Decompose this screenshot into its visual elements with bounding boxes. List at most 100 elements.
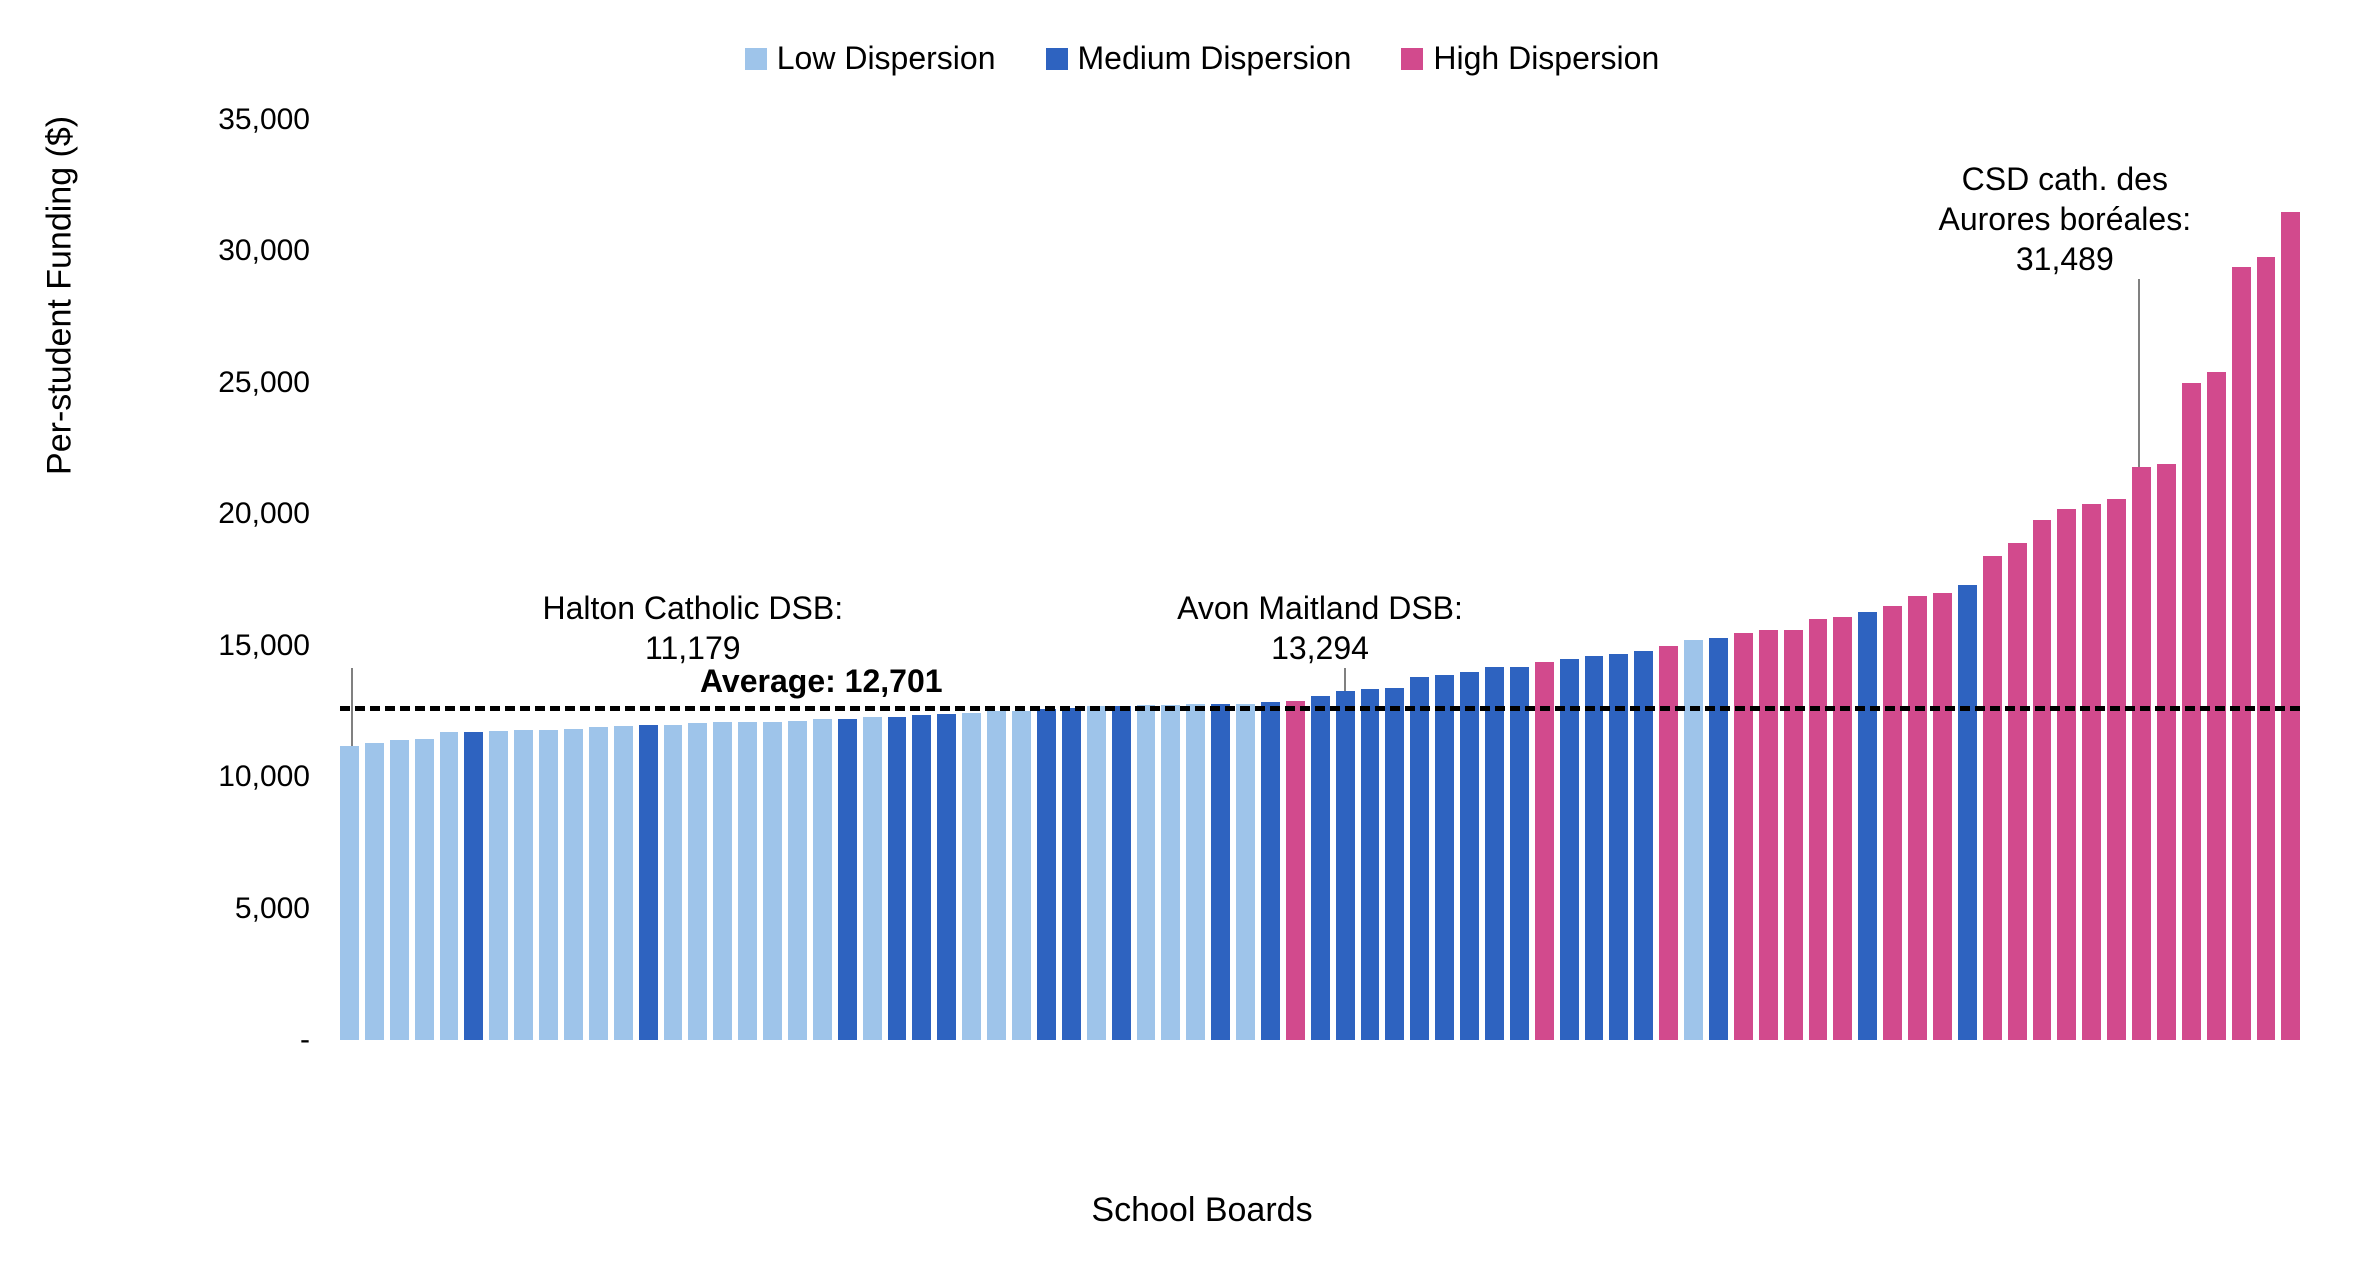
bar [1759, 630, 1778, 1040]
bar [564, 729, 583, 1040]
bar [1983, 556, 2002, 1040]
y-tick: 15,000 [190, 629, 310, 663]
legend-swatch-medium [1046, 48, 1068, 70]
annotation-halton: Halton Catholic DSB:11,179 [523, 588, 863, 668]
bar [1784, 630, 1803, 1040]
bar [1186, 704, 1205, 1040]
bar [738, 722, 757, 1040]
annotation-avon: Avon Maitland DSB:13,294 [1150, 588, 1490, 668]
bar [639, 725, 658, 1040]
bar [2107, 499, 2126, 1040]
bar [2257, 257, 2276, 1040]
legend: Low Dispersion Medium Dispersion High Di… [20, 20, 2364, 107]
bar [1510, 667, 1529, 1040]
bar [614, 726, 633, 1040]
bar [1037, 709, 1056, 1040]
bar [1361, 689, 1380, 1040]
bar [863, 717, 882, 1040]
bar [1161, 705, 1180, 1040]
bar [1410, 677, 1429, 1040]
bar [1883, 606, 1902, 1040]
bar [1659, 646, 1678, 1040]
bar [1933, 593, 1952, 1040]
y-axis: -5,00010,00015,00020,00025,00030,00035,0… [220, 120, 320, 1100]
legend-label-medium: Medium Dispersion [1078, 40, 1352, 77]
bar [2082, 504, 2101, 1040]
y-tick: 20,000 [190, 497, 310, 531]
bar [539, 730, 558, 1040]
bar [1609, 654, 1628, 1040]
y-tick: 35,000 [190, 103, 310, 137]
bar [1311, 696, 1330, 1040]
bar [1833, 617, 1852, 1040]
bar [1012, 711, 1031, 1040]
bar [2008, 543, 2027, 1040]
bar [1261, 702, 1280, 1040]
bar [1286, 701, 1305, 1040]
annotation-csd: CSD cath. desAurores boréales:31,489 [1895, 159, 2235, 279]
x-axis-label: School Boards [1091, 1191, 1312, 1230]
y-tick: 30,000 [190, 234, 310, 268]
bar [1908, 596, 1927, 1040]
bar [763, 722, 782, 1040]
bar [888, 717, 907, 1040]
bar [713, 722, 732, 1040]
bar [987, 711, 1006, 1040]
bar [1460, 672, 1479, 1040]
bar [1684, 640, 1703, 1040]
bar [1435, 675, 1454, 1040]
bar [1535, 662, 1554, 1041]
bar [340, 746, 359, 1040]
bar [1236, 704, 1255, 1040]
bar [688, 723, 707, 1040]
leader-line [1344, 668, 1346, 691]
bar [813, 719, 832, 1040]
bar [589, 727, 608, 1040]
bar [1137, 705, 1156, 1040]
bar [1485, 667, 1504, 1040]
bar [1809, 619, 1828, 1040]
bar [2132, 467, 2151, 1040]
bar [962, 713, 981, 1040]
bar [912, 715, 931, 1040]
bar [1385, 688, 1404, 1040]
legend-item-medium: Medium Dispersion [1046, 40, 1352, 77]
legend-swatch-high [1401, 48, 1423, 70]
bar [2157, 464, 2176, 1040]
bar [1336, 691, 1355, 1040]
y-tick: 10,000 [190, 760, 310, 794]
bar [1087, 706, 1106, 1040]
y-axis-label: Per-student Funding ($) [41, 116, 80, 475]
y-tick: 5,000 [190, 892, 310, 926]
y-tick: 25,000 [190, 366, 310, 400]
legend-swatch-low [745, 48, 767, 70]
bar [489, 731, 508, 1040]
bar [1112, 706, 1131, 1040]
bar [440, 732, 459, 1040]
bar [664, 725, 683, 1040]
bar [514, 730, 533, 1040]
bar [838, 719, 857, 1040]
legend-item-high: High Dispersion [1401, 40, 1659, 77]
bar [415, 739, 434, 1040]
bar [1062, 708, 1081, 1041]
legend-label-high: High Dispersion [1433, 40, 1659, 77]
bar [788, 721, 807, 1040]
bar [1858, 612, 1877, 1040]
bar [1958, 585, 1977, 1040]
legend-item-low: Low Dispersion [745, 40, 996, 77]
bar [2033, 520, 2052, 1040]
bar [390, 740, 409, 1040]
leader-line [2138, 279, 2140, 467]
bar [1734, 633, 1753, 1040]
bar [2232, 267, 2251, 1040]
bar [464, 732, 483, 1040]
bar [2182, 383, 2201, 1040]
bar [1560, 659, 1579, 1040]
bar [937, 714, 956, 1040]
bar [365, 743, 384, 1040]
average-line [340, 706, 2300, 711]
bar [2057, 509, 2076, 1040]
bar [2281, 212, 2300, 1040]
y-tick: - [190, 1023, 310, 1057]
